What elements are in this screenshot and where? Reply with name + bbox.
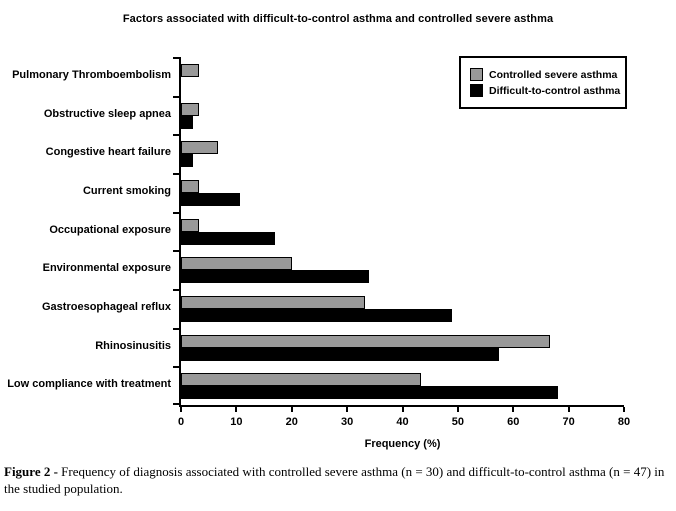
category-label: Gastroesophageal reflux — [42, 301, 171, 313]
legend-swatch-difficult — [470, 84, 483, 97]
bar-difficult-to-control-asthma — [181, 154, 193, 168]
y-axis-tick — [173, 134, 181, 137]
x-axis-tick — [346, 407, 349, 412]
chart-row — [181, 134, 624, 173]
category-label: Environmental exposure — [42, 262, 171, 275]
bar-controlled-severe-asthma — [181, 218, 200, 232]
chart-row — [181, 57, 624, 96]
chart-row — [181, 96, 624, 135]
x-axis-tick-label: 40 — [396, 416, 409, 428]
category-label: Obstructive sleep apnea — [43, 107, 171, 120]
y-axis-tick — [173, 211, 181, 214]
bar-chart-plot-area — [173, 57, 624, 407]
legend-entry-controlled: Controlled severe asthma — [470, 68, 621, 81]
category-label: Pulmonary Thromboembolism — [12, 69, 171, 81]
chart-title: Factors associated with difficult-to-con… — [122, 13, 554, 25]
legend-swatch-controlled — [470, 68, 483, 81]
category-label: Low compliance with treatment — [7, 378, 171, 391]
bar-difficult-to-control-asthma — [181, 193, 240, 206]
chart-row — [181, 366, 624, 405]
x-axis-tick-label: 0 — [177, 416, 185, 428]
bar-difficult-to-control-asthma — [181, 347, 499, 361]
bar-controlled-severe-asthma — [181, 180, 200, 193]
bar-controlled-severe-asthma — [181, 257, 292, 271]
y-axis-tick — [173, 403, 181, 405]
y-axis-tick — [173, 57, 181, 59]
legend-label-controlled: Controlled severe asthma — [489, 68, 618, 81]
x-axis-tick — [180, 407, 182, 412]
legend-label-difficult: Difficult-to-control asthma — [489, 84, 621, 97]
bar-difficult-to-control-asthma — [181, 309, 452, 322]
x-axis-tick-label: 50 — [451, 416, 464, 428]
legend: Controlled severe asthma Difficult-to-co… — [459, 56, 627, 109]
x-axis-title: Frequency (%) — [364, 438, 441, 450]
x-axis-tick — [235, 407, 238, 412]
y-axis-tick — [173, 250, 181, 253]
bar-difficult-to-control-asthma — [181, 115, 193, 129]
bar-controlled-severe-asthma — [181, 102, 200, 116]
bar-difficult-to-control-asthma — [181, 270, 370, 284]
chart-row — [181, 212, 624, 251]
category-label: Occupational exposure — [49, 223, 171, 236]
x-axis-tick — [456, 407, 459, 412]
bar-controlled-severe-asthma — [181, 334, 551, 348]
bar-controlled-severe-asthma — [181, 141, 219, 155]
y-axis-tick — [173, 366, 181, 369]
x-axis-tick-label: 60 — [507, 416, 520, 428]
figure-caption: Figure 2 - Frequency of diagnosis associ… — [4, 463, 672, 497]
x-axis: 0 10 20 30 40 50 60 70 80 — [177, 407, 630, 441]
category-labels: Pulmonary Thromboembolism Obstructive sle… — [0, 57, 171, 405]
bar-controlled-severe-asthma — [181, 373, 421, 387]
bar-controlled-severe-asthma — [181, 64, 200, 77]
x-axis-tick-label: 70 — [562, 416, 575, 428]
chart-row — [181, 289, 624, 328]
caption-text: Frequency of diagnosis associated with c… — [4, 464, 665, 496]
x-axis-tick-label: 20 — [285, 416, 298, 428]
category-label: Rhinosinusitis — [95, 339, 171, 352]
caption-label: Figure 2 - — [4, 464, 58, 479]
y-axis-tick — [173, 95, 181, 98]
y-axis-tick — [173, 289, 181, 291]
x-axis-tick — [567, 407, 570, 412]
chart-row — [181, 250, 624, 289]
bar-difficult-to-control-asthma — [181, 386, 559, 400]
x-axis-tick — [512, 407, 515, 412]
x-axis-tick — [290, 407, 293, 412]
x-axis-tick — [623, 407, 625, 412]
category-label: Congestive heart failure — [45, 146, 171, 159]
chart-row — [181, 173, 624, 212]
x-axis-tick-label: 80 — [617, 416, 631, 428]
category-label: Current smoking — [82, 185, 171, 197]
x-axis-tick-label: 10 — [230, 416, 243, 428]
bar-controlled-severe-asthma — [181, 296, 366, 309]
x-axis-tick — [401, 407, 404, 412]
x-axis-tick-label: 30 — [341, 416, 354, 428]
y-axis-tick — [173, 173, 181, 175]
bar-difficult-to-control-asthma — [181, 231, 276, 245]
legend-entry-difficult: Difficult-to-control asthma — [470, 84, 621, 97]
y-axis-tick — [173, 327, 181, 330]
chart-row — [181, 328, 624, 367]
